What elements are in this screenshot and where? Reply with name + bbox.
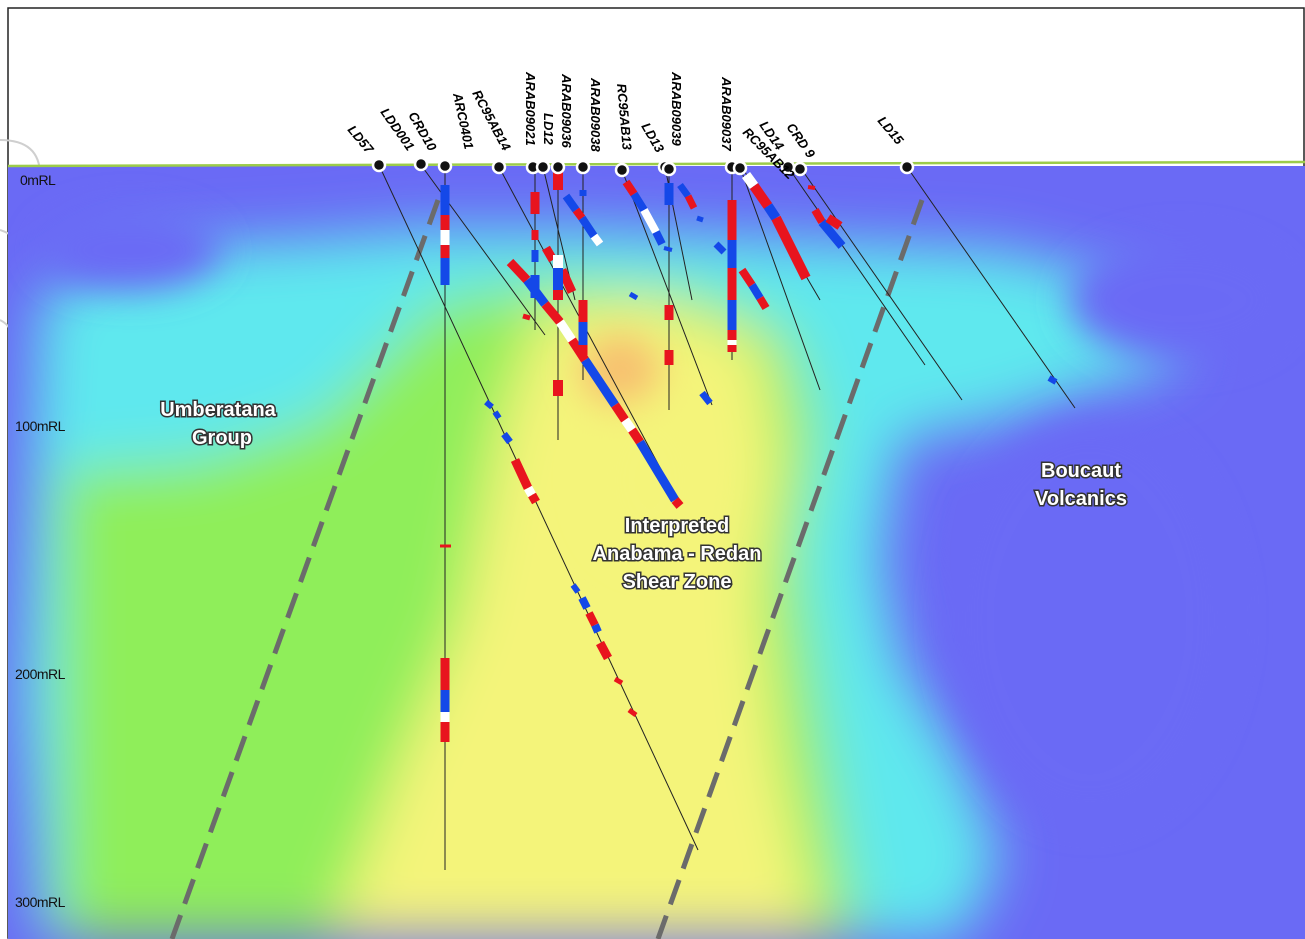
collar-arc0401 bbox=[437, 158, 453, 174]
collar-ld15 bbox=[899, 159, 915, 175]
rl-label-0: 0mRL bbox=[20, 172, 56, 188]
hole-label-arab09039: ARAB09039 bbox=[669, 71, 684, 146]
trace-crd9b bbox=[799, 166, 963, 401]
trace-rc95ab12 bbox=[739, 166, 821, 391]
hole-label-rc95ab13: RC95AB13 bbox=[614, 83, 635, 151]
ground-surface-line bbox=[7, 160, 1305, 168]
unit-boucaut-line1: Boucaut bbox=[1041, 460, 1121, 482]
fault-lines bbox=[169, 199, 925, 939]
collar-ld12 bbox=[535, 159, 551, 175]
trace-ld57 bbox=[378, 164, 699, 851]
collar-arab09038 bbox=[575, 159, 591, 175]
collar-rc95ab12 bbox=[732, 160, 748, 176]
trace-ld15 bbox=[906, 166, 1076, 409]
collar-ld57 bbox=[371, 157, 387, 173]
collar-ldd001 bbox=[413, 156, 429, 172]
west-fault-line bbox=[169, 199, 441, 939]
east-fault-line bbox=[655, 199, 925, 939]
hole-label-arab09038: ARAB09038 bbox=[588, 77, 603, 152]
hole-label-arab09036: ARAB09036 bbox=[559, 73, 574, 148]
collar-crd9b bbox=[792, 161, 808, 177]
collar-arab09036 bbox=[550, 159, 566, 175]
unit-boucaut-line2: Volcanics bbox=[1035, 488, 1127, 510]
geophysics-background bbox=[8, 166, 1305, 939]
unit-umberatana-line2: Group bbox=[192, 427, 252, 449]
trace-rc95ab14 bbox=[498, 166, 681, 506]
rl-label-100: 100mRL bbox=[15, 418, 66, 434]
unit-shear-line2: Anabama - Redan bbox=[593, 543, 762, 565]
collar-markers bbox=[371, 156, 915, 178]
rl-labels: 0mRL 100mRL 200mRL 300mRL bbox=[15, 172, 66, 910]
unit-shear-line3: Shear Zone bbox=[623, 571, 732, 593]
hole-label-ld12: LD12 bbox=[541, 113, 556, 146]
hole-label-arab09037: ARAB09037 bbox=[719, 76, 734, 151]
unit-umberatana-line1: Umberatana bbox=[160, 399, 276, 421]
rl-label-300: 300mRL bbox=[15, 894, 66, 910]
hole-label-arab09021: ARAB09021 bbox=[523, 71, 538, 146]
trace-rc95ab13 bbox=[621, 169, 713, 406]
rl-label-200: 200mRL bbox=[15, 666, 66, 682]
trace-crd9a bbox=[787, 166, 926, 366]
collar-rc95ab14 bbox=[491, 159, 507, 175]
unit-labels: Umberatana Group Interpreted Anabama - R… bbox=[159, 398, 1129, 595]
collar-rc95ab13 bbox=[614, 162, 630, 178]
unit-shear-line1: Interpreted bbox=[625, 515, 729, 537]
collar-arab09039 bbox=[661, 161, 677, 177]
assay-intervals bbox=[440, 170, 1058, 742]
